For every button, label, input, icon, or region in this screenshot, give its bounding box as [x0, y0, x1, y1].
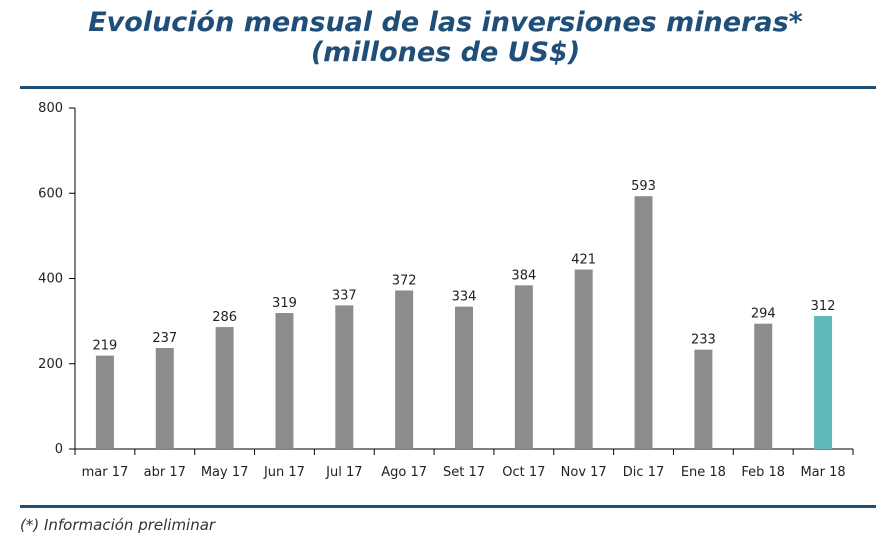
x-category-label: Oct 17	[502, 465, 545, 480]
x-category-label: Ago 17	[381, 465, 427, 480]
bar-chart: 0 200 400 600 800 mar 17 abr 17 May 17 Jun 17 Ju…	[38, 101, 854, 480]
y-tick-label: 400	[38, 272, 63, 287]
x-category-label: Dic 17	[623, 465, 664, 480]
data-label: 237	[152, 331, 177, 346]
data-label: 319	[272, 296, 297, 311]
bar-mar-18	[814, 316, 833, 449]
chart-title: Evolución mensual de las inversiones min…	[0, 8, 891, 68]
bar-ene-18	[694, 349, 713, 449]
y-tick-label: 200	[38, 357, 63, 372]
bar-ago-17	[395, 290, 414, 449]
data-label: 421	[571, 253, 596, 268]
x-category-label: Set 17	[443, 465, 485, 480]
data-label: 286	[212, 310, 237, 325]
x-category-label: Ene 18	[681, 465, 726, 480]
bar-mar-17	[95, 355, 114, 449]
x-category-label: abr 17	[144, 465, 186, 480]
data-labels: 219 237 286 319 337 372 334 384 421 593 233 294 312	[93, 179, 836, 353]
x-category-label: Mar 18	[800, 465, 845, 480]
x-category-label: Jul 17	[325, 465, 362, 480]
data-label: 384	[511, 268, 536, 283]
x-category-label: Feb 18	[741, 465, 785, 480]
bar-may-17	[215, 327, 234, 449]
x-category-label: May 17	[201, 465, 249, 480]
footnote: (*) Información preliminar	[20, 516, 216, 534]
data-label: 593	[631, 179, 656, 194]
data-label: 294	[751, 307, 776, 322]
top-divider	[20, 86, 876, 89]
y-axis: 0 200 400 600 800	[38, 101, 76, 457]
data-label: 337	[332, 288, 357, 303]
y-tick-label: 600	[38, 186, 63, 201]
x-category-label: Jun 17	[263, 465, 305, 480]
bar-feb-18	[754, 323, 773, 449]
bottom-divider	[20, 505, 876, 508]
bar-dic-17	[634, 196, 653, 449]
bar-set-17	[455, 306, 473, 449]
y-tick-label: 0	[55, 442, 63, 457]
data-label: 233	[691, 333, 716, 348]
data-label: 312	[811, 299, 836, 314]
y-tick-label: 800	[38, 101, 63, 116]
x-axis: mar 17 abr 17 May 17 Jun 17 Jul 17 Ago 17 Set …	[74, 448, 854, 480]
bar-jun-17	[275, 313, 294, 449]
chart-subtitle: (millones de US$)	[310, 37, 581, 68]
bar-jul-17	[335, 305, 354, 449]
x-category-label: mar 17	[82, 465, 129, 480]
x-category-label: Nov 17	[561, 465, 607, 480]
bars	[95, 196, 833, 449]
data-label: 372	[392, 273, 417, 288]
bar-oct-17	[514, 285, 533, 449]
chart-title-line: Evolución mensual de las inversiones min…	[88, 7, 803, 38]
data-label: 219	[93, 339, 118, 354]
bar-nov-17	[574, 269, 593, 449]
data-label: 334	[452, 290, 477, 305]
bar-abr-17	[155, 347, 174, 449]
